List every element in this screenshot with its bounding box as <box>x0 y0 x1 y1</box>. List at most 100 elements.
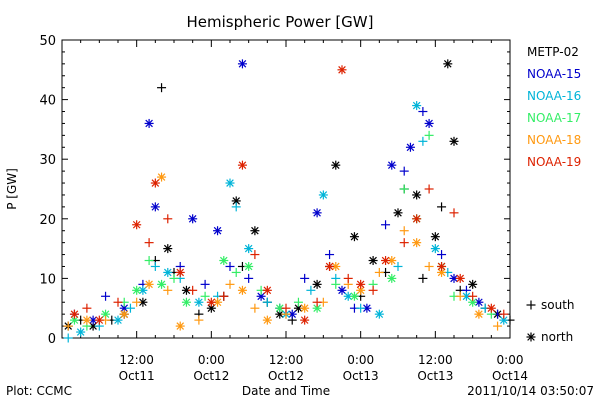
data-point-south <box>219 291 229 301</box>
data-point-north <box>374 309 384 319</box>
data-point-north <box>219 256 229 266</box>
data-point-north <box>76 327 86 337</box>
data-point-south <box>499 309 509 319</box>
data-point-north <box>437 261 447 271</box>
data-point-south <box>244 273 254 283</box>
data-point-north <box>325 261 335 271</box>
data-point-north <box>405 142 415 152</box>
data-point-south <box>144 256 154 266</box>
legend-south-marker <box>526 300 536 310</box>
data-point-south <box>418 107 428 117</box>
data-points <box>63 59 515 343</box>
data-point-south <box>399 226 409 236</box>
data-point-north <box>82 315 92 325</box>
data-point-north <box>430 232 440 242</box>
legend: METP-02 NOAA-15 NOAA-16 NOAA-17 NOAA-18 NOAA-… <box>527 45 581 169</box>
data-point-north <box>194 297 204 307</box>
legend-entry: NOAA-18 <box>527 133 581 147</box>
x-tick-time-label: 0:00 <box>347 353 374 367</box>
data-point-south <box>493 321 503 331</box>
data-point-north <box>331 160 341 170</box>
data-point-south <box>188 285 198 295</box>
data-point-south <box>300 273 310 283</box>
data-point-south <box>169 273 179 283</box>
data-point-north <box>144 279 154 289</box>
data-point-south <box>125 303 135 313</box>
data-point-north <box>206 297 216 307</box>
y-tick-label: 30 <box>39 153 56 168</box>
data-point-north <box>337 285 347 295</box>
data-point-north <box>468 279 478 289</box>
data-point-north <box>412 101 422 111</box>
x-axis-label: Date and Time <box>242 384 330 398</box>
data-point-north <box>163 267 173 277</box>
y-tick-label: 10 <box>39 272 56 287</box>
data-point-south <box>250 250 260 260</box>
data-point-north <box>443 59 453 69</box>
data-point-south <box>82 303 92 313</box>
legend-entry: METP-02 <box>527 45 579 59</box>
data-point-north <box>312 279 322 289</box>
data-point-south <box>418 136 428 146</box>
hemisphere-legend-label: south <box>541 298 575 312</box>
data-point-north <box>449 136 459 146</box>
data-point-south <box>281 303 291 313</box>
data-point-north <box>486 303 496 313</box>
data-point-north <box>157 279 167 289</box>
data-point-north <box>213 297 223 307</box>
data-point-south <box>306 285 316 295</box>
data-point-south <box>194 315 204 325</box>
data-point-north <box>300 315 310 325</box>
legend-north-marker <box>526 332 536 342</box>
data-point-south <box>356 303 366 313</box>
data-point-south <box>424 130 434 140</box>
x-tick-time-label: 0:00 <box>497 353 524 367</box>
data-point-north <box>237 285 247 295</box>
data-point-north <box>225 178 235 188</box>
data-point-north <box>387 160 397 170</box>
data-point-south <box>437 202 447 212</box>
data-point-north <box>337 65 347 75</box>
data-point-north <box>412 190 422 200</box>
data-point-south <box>293 297 303 307</box>
data-point-south <box>437 250 447 260</box>
data-point-north <box>244 261 254 271</box>
data-point-south <box>325 250 335 260</box>
data-point-north <box>262 315 272 325</box>
legend-entry: NOAA-19 <box>527 155 581 169</box>
y-tick-label: 40 <box>39 94 56 109</box>
data-point-north <box>244 244 254 254</box>
x-tick-date-label: Oct13 <box>343 369 379 383</box>
data-point-north <box>424 118 434 128</box>
x-tick-time-label: 12:00 <box>269 353 304 367</box>
data-point-north <box>113 315 123 325</box>
data-point-south <box>312 297 322 307</box>
data-point-south <box>331 279 341 289</box>
data-point-north <box>132 220 142 230</box>
data-point-south <box>150 261 160 271</box>
data-point-south <box>163 285 173 295</box>
data-point-south <box>250 303 260 313</box>
data-point-north <box>449 273 459 283</box>
data-point-south <box>455 291 465 301</box>
data-point-north <box>318 190 328 200</box>
data-point-south <box>262 297 272 307</box>
data-point-south <box>424 261 434 271</box>
data-point-north <box>175 321 185 331</box>
data-point-south <box>399 238 409 248</box>
y-tick-label: 0 <box>48 332 56 347</box>
data-point-south <box>374 267 384 277</box>
data-point-north <box>312 208 322 218</box>
x-tick-time-label: 0:00 <box>198 353 225 367</box>
data-point-south <box>449 208 459 218</box>
data-point-north <box>132 285 142 295</box>
data-point-north <box>387 273 397 283</box>
data-point-north <box>157 172 167 182</box>
data-point-north <box>181 297 191 307</box>
data-point-north <box>69 309 79 319</box>
data-point-north <box>250 226 260 236</box>
x-tick-time-label: 12:00 <box>119 353 154 367</box>
data-point-south <box>101 291 111 301</box>
data-point-south <box>163 214 173 224</box>
data-point-north <box>262 285 272 295</box>
